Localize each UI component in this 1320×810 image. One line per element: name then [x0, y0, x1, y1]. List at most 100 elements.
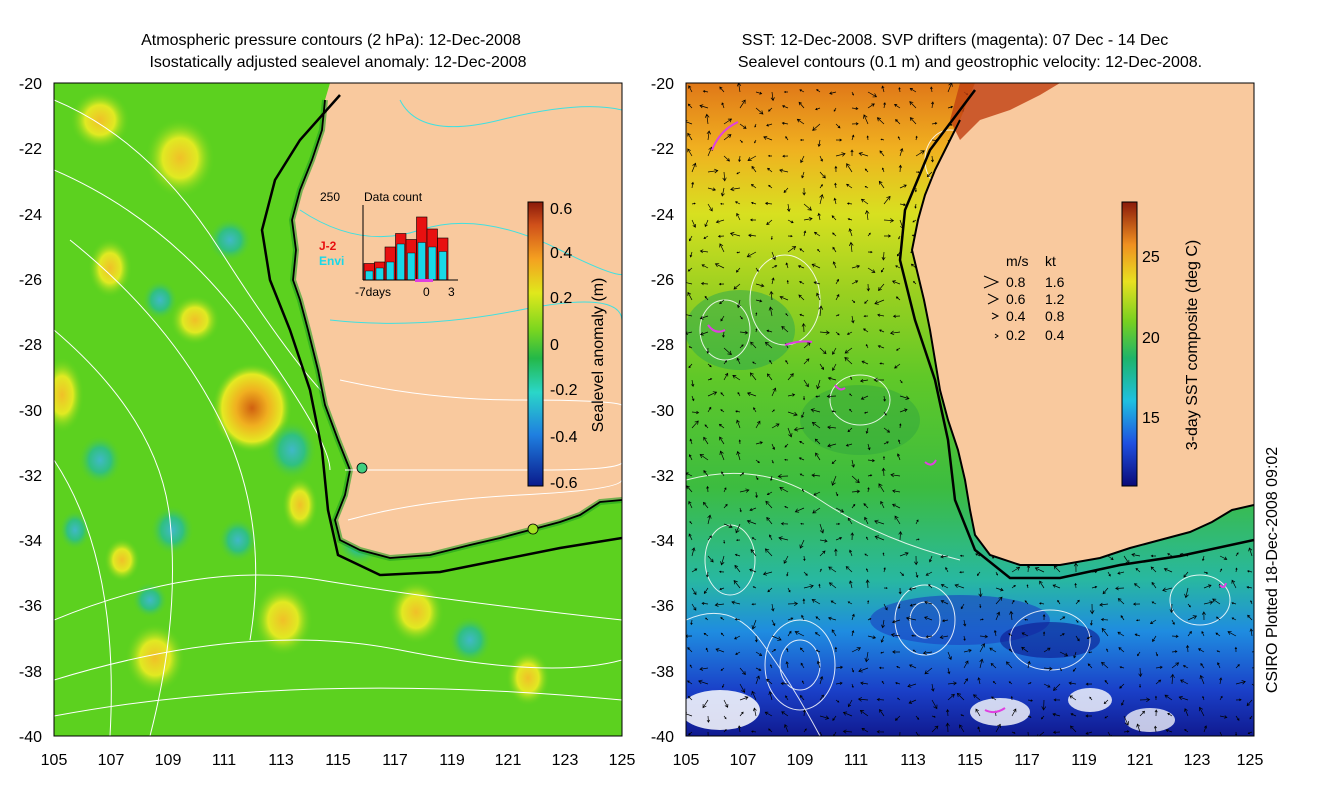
- right-drifter-tracks: [707, 121, 1227, 714]
- velocity-vector: [889, 330, 901, 336]
- left-y-tick: -40: [19, 729, 42, 746]
- velocity-vector: [844, 347, 853, 354]
- velocity-vector: [811, 473, 821, 478]
- velocity-vector: [751, 730, 757, 733]
- velocity-vector: [1027, 660, 1031, 669]
- velocity-vector: [924, 616, 933, 621]
- velocity-vector: [896, 453, 901, 461]
- velocity-vector: [899, 379, 903, 384]
- velocity-vector: [1119, 666, 1125, 669]
- velocity-vector: [898, 164, 903, 173]
- velocity-vector: [1185, 644, 1190, 653]
- velocity-vector: [784, 443, 789, 448]
- left-cbar-tick: 0.2: [550, 290, 572, 307]
- left-x-tick: 125: [609, 752, 636, 769]
- velocity-vector: [864, 209, 870, 221]
- velocity-vector: [787, 601, 799, 606]
- velocity-vector: [883, 218, 895, 223]
- velocity-vector: [801, 171, 805, 179]
- right-map: [686, 83, 1254, 736]
- velocity-vector: [810, 408, 821, 413]
- velocity-vector: [783, 555, 789, 564]
- velocity-vector: [883, 195, 891, 205]
- velocity-vector: [1027, 731, 1029, 736]
- left-coastline: [291, 99, 622, 559]
- velocity-vector: [890, 633, 901, 638]
- velocity-vector: [702, 501, 709, 509]
- velocity-vector: [771, 265, 778, 269]
- velocity-vector: [819, 539, 828, 543]
- left-y-tick: -28: [19, 337, 42, 354]
- right-velocity-vectors: [686, 83, 1254, 736]
- velocity-vector: [707, 187, 717, 192]
- velocity-vector: [688, 346, 693, 349]
- velocity-vector: [751, 619, 757, 630]
- velocity-vector: [768, 534, 773, 541]
- velocity-vector: [880, 500, 885, 509]
- velocity-vector: [1103, 699, 1109, 705]
- velocity-vector: [828, 566, 837, 573]
- velocity-vector: [691, 603, 697, 611]
- velocity-vector: [1072, 667, 1077, 672]
- left-x-tick: 117: [382, 752, 408, 769]
- velocity-vector: [704, 424, 709, 429]
- right-x-ticks: 105 107 109 111 113 115 117 119 121 123 …: [673, 752, 1264, 769]
- velocity-vector: [770, 475, 773, 482]
- velocity-vector: [766, 123, 773, 127]
- velocity-vector: [1151, 581, 1157, 589]
- velocity-vector: [1219, 731, 1224, 736]
- right-x-tick: 115: [957, 752, 983, 769]
- velocity-vector: [835, 331, 840, 336]
- velocity-vector: [828, 582, 837, 589]
- right-land: [912, 83, 1254, 565]
- velocity-vector: [847, 427, 853, 433]
- velocity-vector: [755, 675, 760, 685]
- velocity-vector: [1085, 731, 1093, 735]
- velocity-vector: [718, 423, 725, 429]
- velocity-vector: [732, 374, 741, 381]
- velocity-vector: [771, 423, 780, 429]
- velocity-vector: [715, 219, 725, 224]
- right-x-tick: 119: [1071, 752, 1097, 769]
- velocity-vector: [739, 315, 743, 320]
- velocity-vector: [894, 515, 901, 525]
- velocity-vector: [819, 155, 823, 162]
- velocity-vector: [819, 568, 822, 573]
- velocity-vector: [754, 635, 758, 643]
- velocity-vector: [882, 455, 885, 461]
- velocity-vector: [867, 618, 872, 621]
- velocity-vector: [801, 614, 805, 621]
- velocity-vector: [1131, 552, 1141, 557]
- velocity-vector: [940, 583, 949, 589]
- velocity-vector: [689, 251, 693, 258]
- velocity-vector: [813, 281, 821, 285]
- left-cbar-tick: 0.6: [550, 201, 572, 218]
- right-cbar-tick: 25: [1142, 249, 1160, 266]
- velocity-vector: [883, 411, 887, 416]
- velocity-vector: [781, 711, 789, 717]
- velocity-vector: [859, 710, 869, 717]
- velocity-vector: [909, 117, 917, 125]
- velocity-vector: [1234, 646, 1238, 653]
- velocity-vector: [1183, 571, 1189, 578]
- velocity-vector: [801, 411, 805, 419]
- left-pressure-contours: [54, 99, 622, 736]
- velocity-vector: [737, 391, 741, 397]
- velocity-vector: [707, 203, 713, 212]
- velocity-vector: [894, 104, 901, 109]
- velocity-vector: [793, 426, 805, 432]
- velocity-vector: [931, 122, 938, 125]
- velocity-vector: [803, 230, 807, 237]
- velocity-vector: [945, 722, 950, 733]
- velocity-vector: [877, 313, 885, 317]
- velocity-vector: [1026, 584, 1029, 589]
- velocity-vector: [1180, 679, 1189, 685]
- velocity-vector: [1117, 598, 1125, 605]
- velocity-vector: [780, 681, 789, 686]
- velocity-vector: [834, 548, 838, 557]
- velocity-vector: [851, 134, 855, 141]
- velocity-vector: [691, 181, 695, 189]
- velocity-vector: [915, 571, 919, 578]
- velocity-vector: [1027, 699, 1033, 702]
- velocity-vector: [867, 103, 875, 109]
